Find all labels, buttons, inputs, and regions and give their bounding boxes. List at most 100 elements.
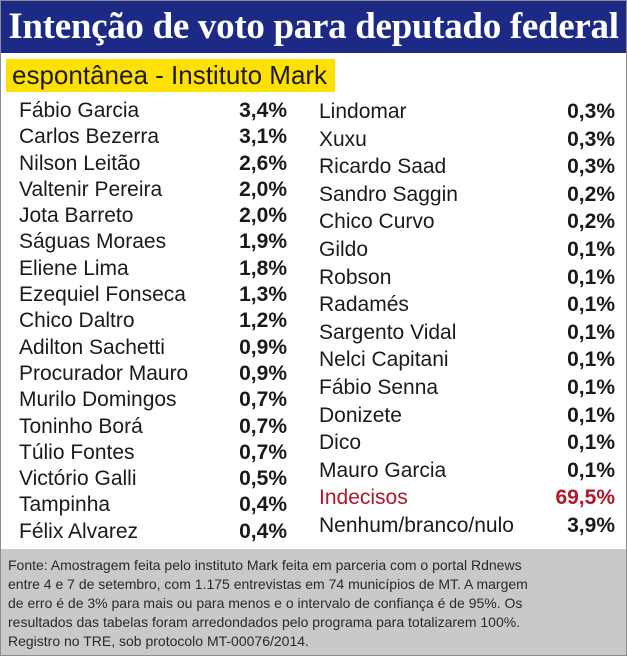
vote-percentage: 0,5% xyxy=(239,467,287,491)
vote-percentage: 0,3% xyxy=(567,155,615,179)
vote-percentage: 0,1% xyxy=(567,403,615,427)
vote-percentage: 0,1% xyxy=(567,458,615,482)
candidate-name: Robson xyxy=(319,265,392,289)
table-row: Ricardo Saad 0,3% xyxy=(319,153,615,181)
candidate-name: Murilo Domingos xyxy=(19,388,177,412)
candidate-name: Adilton Sachetti xyxy=(19,335,165,359)
table-row: Toninho Borá 0,7% xyxy=(19,414,287,440)
vote-percentage: 1,9% xyxy=(239,230,287,254)
candidate-name: Nilson Leitão xyxy=(19,151,141,175)
candidate-name: Gildo xyxy=(319,237,369,261)
candidate-name: Toninho Borá xyxy=(19,414,143,438)
vote-percentage: 2,0% xyxy=(239,177,287,201)
table-row: Procurador Mauro 0,9% xyxy=(19,361,287,387)
table-row: Ezequiel Fonseca 1,3% xyxy=(19,282,287,308)
candidate-name: Radamés xyxy=(319,293,409,317)
footnote: Fonte: Amostragem feita pelo instituto M… xyxy=(1,549,626,655)
vote-percentage: 0,3% xyxy=(567,100,615,123)
table-row: Chico Daltro 1,2% xyxy=(19,308,287,334)
candidate-name: Victório Galli xyxy=(19,467,137,491)
vote-percentage: 0,1% xyxy=(567,375,615,399)
candidates-right-column: Lindomar 0,3% Xuxu 0,3% Ricardo Saad 0,3% Sand… xyxy=(319,98,615,540)
table-row: Fábio Garcia 3,4% xyxy=(19,98,287,124)
candidate-name: Xuxu xyxy=(319,127,367,151)
candidate-name: Fábio Senna xyxy=(319,375,439,399)
candidate-name: Ricardo Saad xyxy=(319,155,447,179)
table-row: Sandro Saggin 0,2% xyxy=(319,181,615,209)
table-row: Murilo Domingos 0,7% xyxy=(19,387,287,413)
candidate-name: Dico xyxy=(319,431,362,455)
table-row: Indecisos 69,5% xyxy=(319,484,615,512)
vote-percentage: 0,1% xyxy=(567,431,615,455)
vote-percentage: 0,7% xyxy=(239,414,287,438)
table-row: Gildo 0,1% xyxy=(319,236,615,264)
table-row: Ságuas Moraes 1,9% xyxy=(19,229,287,255)
candidate-name: Chico Curvo xyxy=(319,210,435,234)
vote-percentage: 0,9% xyxy=(239,361,287,385)
table-row: Victório Galli 0,5% xyxy=(19,466,287,492)
candidate-name: Ezequiel Fonseca xyxy=(19,283,186,307)
vote-percentage: 0,1% xyxy=(567,293,615,317)
table-row: Fábio Senna 0,1% xyxy=(319,374,615,402)
table-row: Jota Barreto 2,0% xyxy=(19,203,287,229)
vote-percentage: 0,1% xyxy=(567,320,615,344)
candidate-name: Valtenir Pereira xyxy=(19,177,163,201)
vote-percentage: 1,8% xyxy=(239,256,287,280)
vote-percentage: 0,7% xyxy=(239,388,287,412)
candidate-name: Fábio Garcia xyxy=(19,99,140,122)
vote-percentage: 3,9% xyxy=(567,513,615,537)
footnote-line: Fonte: Amostragem feita pelo instituto M… xyxy=(8,557,522,573)
vote-percentage: 0,7% xyxy=(239,440,287,464)
vote-percentage: 69,5% xyxy=(555,486,615,510)
footnote-line: entre 4 e 7 de setembro, com 1.175 entre… xyxy=(8,576,528,592)
vote-percentage: 0,4% xyxy=(239,519,287,543)
vote-percentage: 0,2% xyxy=(567,182,615,206)
table-row: Xuxu 0,3% xyxy=(319,126,615,154)
vote-percentage: 1,2% xyxy=(239,309,287,333)
candidate-name: Félix Alvarez xyxy=(19,519,139,543)
footnote-line: de erro é de 3% para mais ou para menos … xyxy=(8,595,523,611)
vote-percentage: 0,3% xyxy=(567,127,615,151)
vote-percentage: 0,4% xyxy=(239,493,287,517)
chart-title: Intenção de voto para deputado federal xyxy=(1,1,626,53)
candidate-name: Procurador Mauro xyxy=(19,361,189,385)
candidate-name: Tampinha xyxy=(19,493,111,517)
vote-percentage: 1,3% xyxy=(239,283,287,307)
table-row: Valtenir Pereira 2,0% xyxy=(19,177,287,203)
footnote-line: Registro no TRE, sob protocolo MT-00076/… xyxy=(8,633,309,649)
table-row: Dico 0,1% xyxy=(319,429,615,457)
table-row: Túlio Fontes 0,7% xyxy=(19,440,287,466)
table-row: Mauro Garcia 0,1% xyxy=(319,457,615,485)
candidate-name: Donizete xyxy=(319,403,402,427)
table-row: Eliene Lima 1,8% xyxy=(19,256,287,282)
table-row: Félix Alvarez 0,4% xyxy=(19,519,287,545)
table-row: Nelci Capitani 0,1% xyxy=(319,346,615,374)
table-row: Adilton Sachetti 0,9% xyxy=(19,335,287,361)
candidate-name: Carlos Bezerra xyxy=(19,125,160,149)
vote-percentage: 0,2% xyxy=(567,210,615,234)
table-row: Nilson Leitão 2,6% xyxy=(19,151,287,177)
table-row: Lindomar 0,3% xyxy=(319,98,615,126)
candidate-name: Túlio Fontes xyxy=(19,440,135,464)
candidate-name: Sargento Vidal xyxy=(319,320,457,344)
vote-percentage: 0,9% xyxy=(239,335,287,359)
candidate-name: Nelci Capitani xyxy=(319,348,449,372)
vote-percentage: 2,0% xyxy=(239,204,287,228)
table-row: Robson 0,1% xyxy=(319,264,615,292)
candidate-name: Mauro Garcia xyxy=(319,458,447,482)
vote-percentage: 0,1% xyxy=(567,237,615,261)
table-row: Nenhum/branco/nulo 3,9% xyxy=(319,512,615,540)
candidate-name: Chico Daltro xyxy=(19,309,135,333)
table-row: Donizete 0,1% xyxy=(319,402,615,430)
table-row: Radamés 0,1% xyxy=(319,291,615,319)
vote-percentage: 0,1% xyxy=(567,348,615,372)
candidate-name: Nenhum/branco/nulo xyxy=(319,513,514,537)
vote-percentage: 3,1% xyxy=(239,125,287,149)
candidate-name: Ságuas Moraes xyxy=(19,230,167,254)
chart-subtitle: espontânea - Instituto Mark xyxy=(6,59,336,92)
candidate-name: Jota Barreto xyxy=(19,204,134,228)
table-row: Carlos Bezerra 3,1% xyxy=(19,124,287,150)
table-row: Sargento Vidal 0,1% xyxy=(319,319,615,347)
vote-percentage: 0,1% xyxy=(567,265,615,289)
table-row: Chico Curvo 0,2% xyxy=(319,208,615,236)
